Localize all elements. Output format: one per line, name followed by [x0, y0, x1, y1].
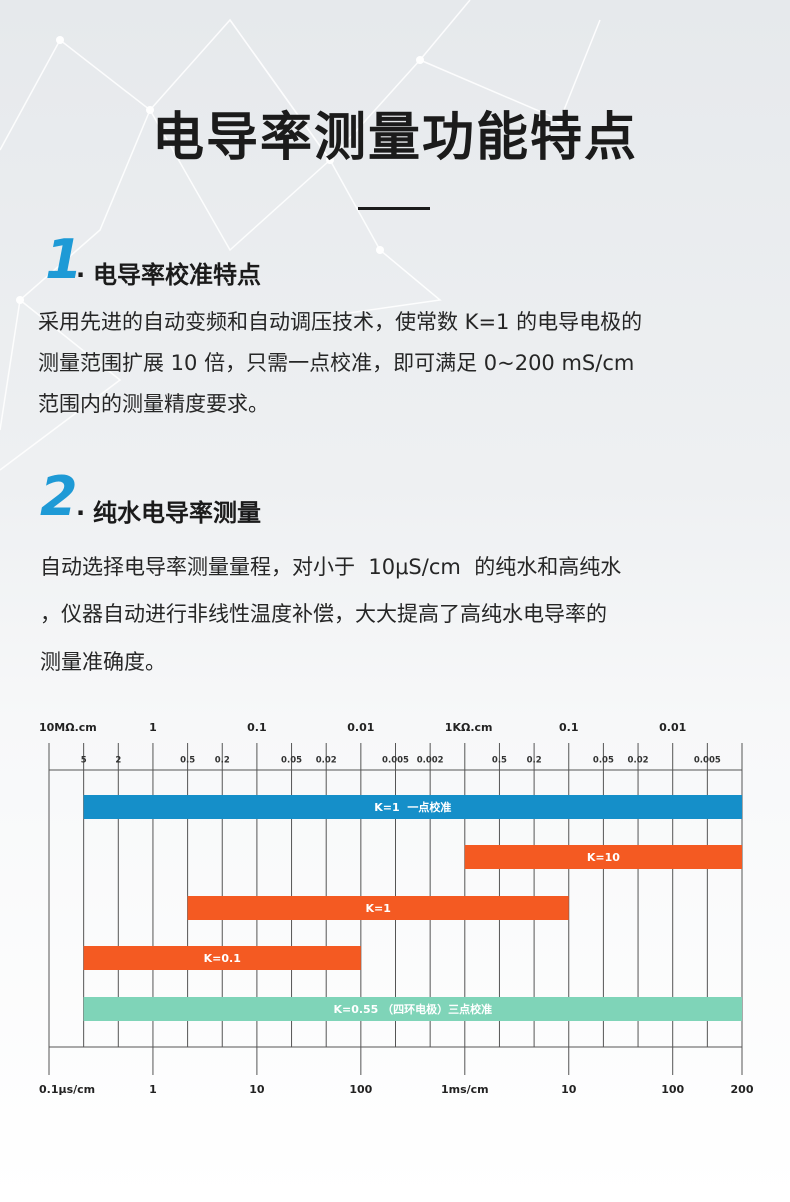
top-label: 0.1 [559, 721, 579, 734]
range-bar [83, 795, 742, 819]
sub-label: 0.5 [492, 756, 507, 766]
bottom-label: 10 [249, 1083, 265, 1096]
section-title: 纯水电导率测量 [93, 499, 261, 527]
sub-label: 0.05 [281, 756, 302, 766]
text-line: 测量准确度。 [40, 650, 166, 674]
bottom-label: 200 [731, 1083, 754, 1096]
sub-label: 0.02 [628, 756, 649, 766]
text-line: 采用先进的自动变频和自动调压技术，使常数 K=1 的电导电极的 [38, 310, 643, 334]
top-label: 0.01 [659, 721, 686, 734]
bottom-label: 1 [149, 1083, 157, 1096]
range-bar [187, 896, 569, 920]
section-dot: . [76, 255, 86, 283]
section-number: 1 [45, 228, 83, 291]
sub-label: 0.2 [215, 756, 230, 766]
bar-label: K=0.55 （四环电极）三点校准 [333, 1002, 492, 1016]
sub-label: 0.05 [593, 756, 614, 766]
sub-label: 0.005 [382, 756, 409, 766]
top-label: 1 [149, 721, 157, 734]
text-line: 自动选择电导率测量量程，对小于 10μS/cm 的纯水和高纯水 [40, 555, 622, 579]
top-label: 0.01 [347, 721, 374, 734]
bottom-label: 1ms/cm [441, 1083, 489, 1096]
bar-label: K=10 [587, 851, 620, 864]
sub-label: 5 [81, 756, 87, 766]
section-title: 电导率校准特点 [93, 261, 261, 289]
bar-label: K=0.1 [204, 952, 241, 965]
sub-label: 0.002 [417, 756, 444, 766]
sub-label: 0.2 [527, 756, 542, 766]
sub-label: 0.005 [694, 756, 721, 766]
top-label: 10MΩ.cm [39, 721, 97, 734]
sub-label: 2 [115, 756, 121, 766]
range-bar [464, 845, 742, 869]
section-dot: . [76, 493, 86, 521]
bottom-label: 100 [661, 1083, 684, 1096]
section-number: 2 [40, 465, 78, 528]
background-network [0, 0, 601, 471]
bar-label: K=1 [365, 902, 390, 915]
text-line: 测量范围扩展 10 倍，只需一点校准，即可满足 0~200 mS/cm [38, 351, 635, 375]
top-label: 1KΩ.cm [445, 721, 493, 734]
top-label: 0.1 [247, 721, 267, 734]
text-line: ，仪器自动进行非线性温度补偿，大大提高了高纯水电导率的 [40, 602, 607, 626]
bottom-label: 10 [561, 1083, 577, 1096]
range-bar [83, 946, 361, 970]
sub-label: 0.02 [316, 756, 337, 766]
text-line: 范围内的测量精度要求。 [38, 392, 269, 416]
bar-label: K=1 一点校准 [374, 800, 451, 814]
bottom-label: 100 [349, 1083, 372, 1096]
sub-label: 0.5 [180, 756, 195, 766]
bottom-label: 0.1μs/cm [39, 1083, 95, 1096]
title-rule [358, 207, 430, 210]
range-chart: 10MΩ.cm 1 0.1 0.01 1KΩ.cm 0.1 0.01 5 2 0.5 0.2 0.05… [39, 721, 754, 1096]
page-title: 电导率测量功能特点 [151, 108, 638, 168]
range-bar [83, 997, 742, 1021]
